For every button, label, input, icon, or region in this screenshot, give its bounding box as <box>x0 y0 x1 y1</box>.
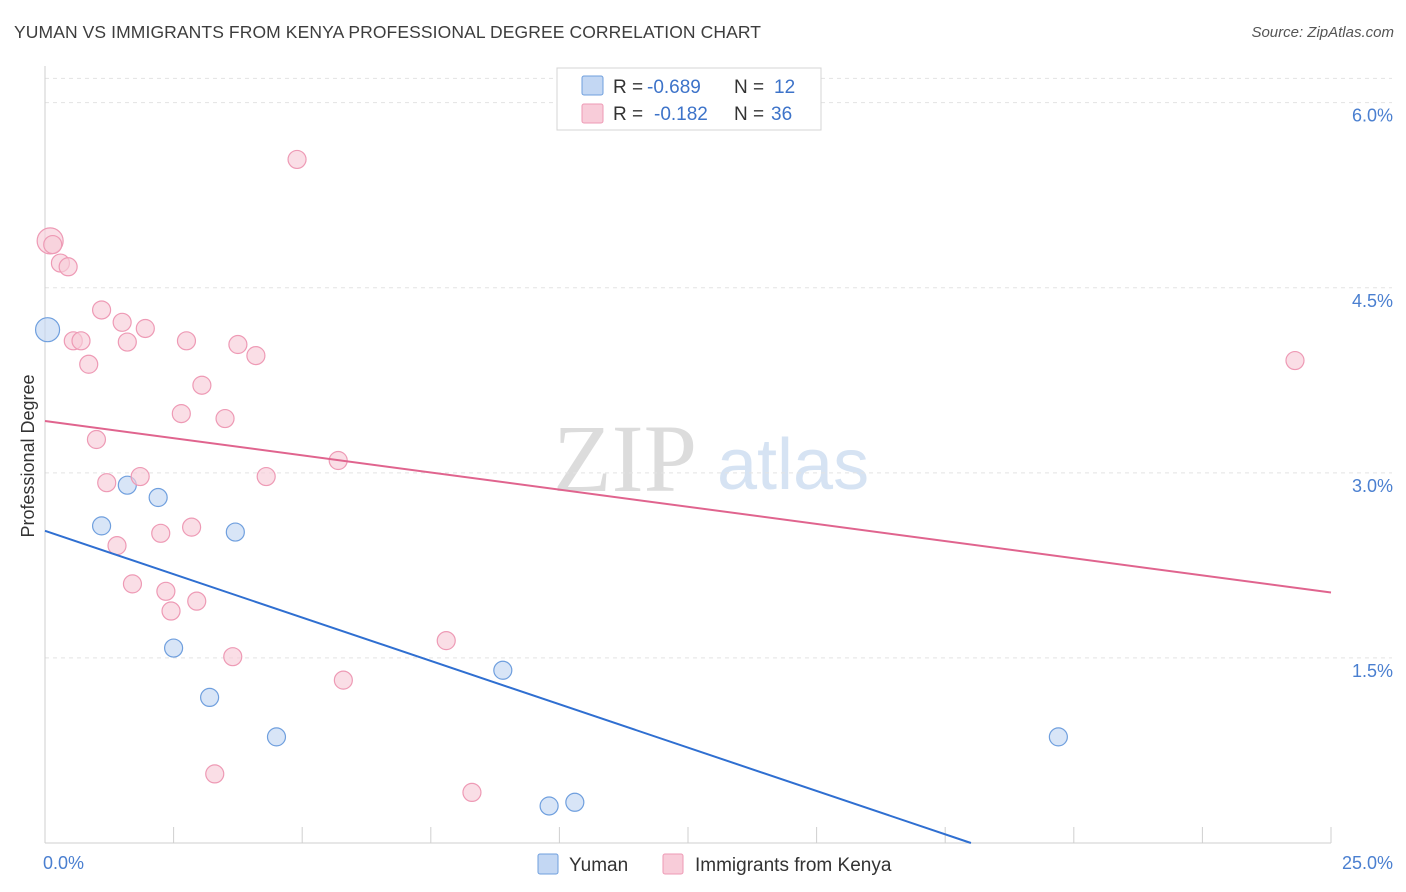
point-kenya-31 <box>333 670 353 690</box>
watermark: ZIP atlas <box>553 405 869 512</box>
y-axis-title: Professional Degree <box>18 374 38 537</box>
legend: R = -0.689 N = 12 R = -0.182 N = 36 <box>556 67 822 131</box>
point-kenya-26 <box>228 334 248 355</box>
legend-n-label-yuman: N = <box>734 77 764 98</box>
point-yuman-4 <box>225 522 245 542</box>
point-kenya-15 <box>151 523 171 543</box>
bottom-legend-swatch-kenya <box>662 853 684 875</box>
point-kenya-17 <box>161 601 181 621</box>
point-kenya-10 <box>112 312 132 332</box>
chart-source: Source: ZipAtlas.com <box>1251 24 1394 41</box>
point-yuman-5 <box>164 638 184 658</box>
legend-r-label-yuman: R = <box>613 77 643 98</box>
point-kenya-6 <box>86 429 107 450</box>
y-tick-label-1: 3.0% <box>1352 476 1393 496</box>
point-kenya-28 <box>256 466 276 487</box>
point-kenya-34 <box>1285 350 1305 371</box>
point-yuman-0 <box>34 317 61 343</box>
point-yuman-11 <box>1048 727 1068 747</box>
legend-r-value-yuman: -0.689 <box>647 77 701 98</box>
point-kenya-32 <box>436 631 456 651</box>
bottom-legend: Yuman Immigrants from Kenya <box>537 853 892 876</box>
legend-n-value-kenya: 36 <box>771 104 792 125</box>
bottom-legend-swatch-yuman <box>537 853 559 875</box>
legend-swatch-kenya <box>581 103 604 124</box>
point-kenya-35 <box>43 234 63 255</box>
bottom-legend-label-yuman: Yuman <box>569 855 628 876</box>
point-kenya-7 <box>91 300 112 320</box>
trend-line-kenya <box>44 420 1332 594</box>
point-kenya-33 <box>462 782 482 803</box>
point-kenya-16 <box>156 581 176 601</box>
point-kenya-12 <box>122 574 143 594</box>
x-tick-label-1: 25.0% <box>1342 853 1393 873</box>
point-kenya-23 <box>205 764 225 784</box>
point-kenya-14 <box>135 318 155 339</box>
bottom-legend-label-kenya: Immigrants from Kenya <box>695 855 892 876</box>
trend-lines <box>44 420 1332 844</box>
y-tick-label-2: 4.5% <box>1352 291 1393 311</box>
watermark-zip: ZIP <box>553 405 697 512</box>
point-kenya-2 <box>58 257 78 277</box>
point-yuman-6 <box>200 687 220 708</box>
watermark-atlas: atlas <box>717 425 869 505</box>
data-points <box>34 149 1305 816</box>
point-yuman-1 <box>91 516 112 536</box>
legend-swatch-yuman <box>581 75 604 96</box>
legend-r-value-kenya: -0.182 <box>654 104 708 125</box>
point-kenya-29 <box>287 149 307 170</box>
x-tick-label-0: 0.0% <box>43 853 84 873</box>
point-kenya-13 <box>130 466 150 487</box>
legend-n-label-kenya: N = <box>734 104 764 125</box>
point-yuman-10 <box>565 792 585 812</box>
tick-labels: 1.5% 3.0% 4.5% 6.0% 0.0% 25.0% <box>43 106 1393 873</box>
point-kenya-8 <box>97 473 117 493</box>
point-kenya-11 <box>117 332 137 352</box>
point-kenya-5 <box>79 354 99 374</box>
grid-lines <box>45 77 1392 659</box>
point-kenya-25 <box>223 647 243 667</box>
y-tick-label-0: 1.5% <box>1352 661 1393 681</box>
point-kenya-19 <box>176 331 197 351</box>
legend-n-value-yuman: 12 <box>774 77 795 98</box>
point-kenya-27 <box>246 346 266 366</box>
point-kenya-24 <box>215 408 235 429</box>
point-yuman-9 <box>539 796 559 816</box>
point-kenya-4 <box>71 331 91 351</box>
point-yuman-3 <box>148 487 168 508</box>
point-kenya-18 <box>171 404 191 424</box>
point-kenya-21 <box>187 591 207 611</box>
chart-title: YUMAN VS IMMIGRANTS FROM KENYA PROFESSIO… <box>14 22 762 42</box>
point-kenya-22 <box>192 375 212 395</box>
y-tick-label-3: 6.0% <box>1352 106 1393 126</box>
point-yuman-7 <box>266 727 287 747</box>
legend-r-label-kenya: R = <box>613 104 643 125</box>
trend-line-yuman <box>44 529 972 844</box>
point-yuman-8 <box>493 660 513 680</box>
point-kenya-20 <box>182 517 202 537</box>
